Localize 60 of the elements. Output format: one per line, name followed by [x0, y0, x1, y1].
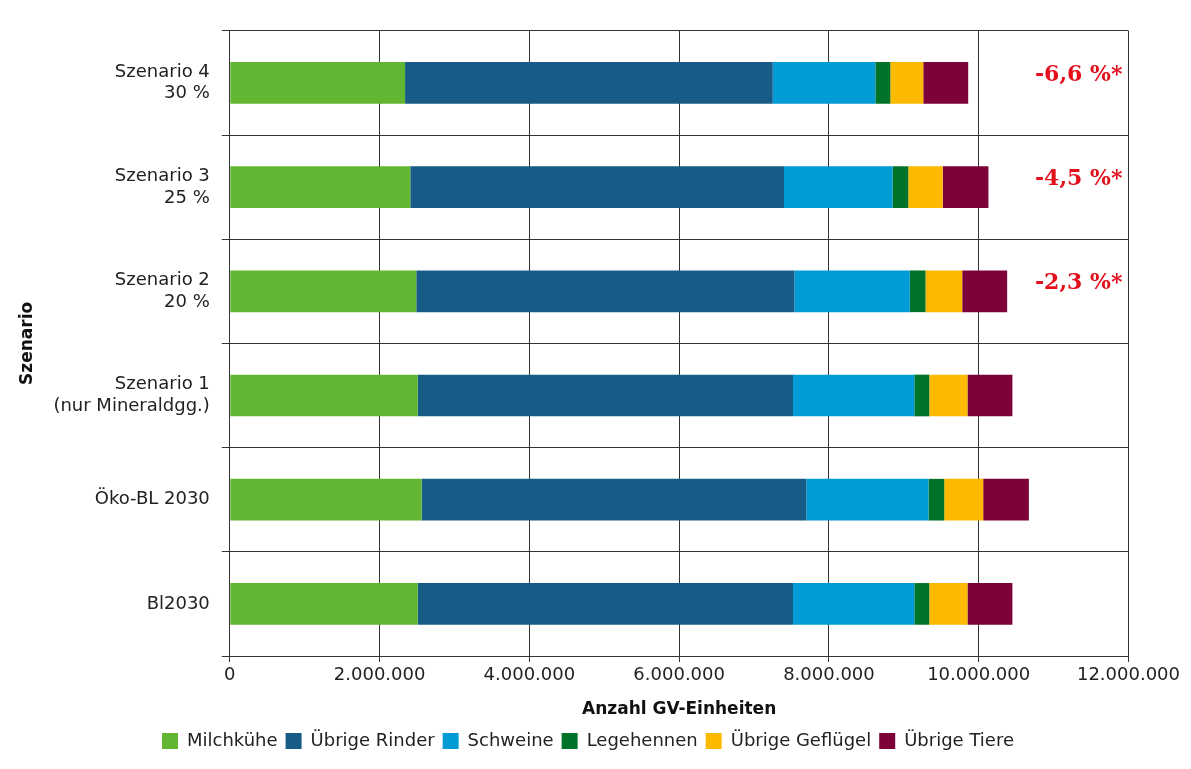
- bar: [783, 166, 893, 208]
- bar: [421, 478, 807, 521]
- bar: [792, 583, 915, 625]
- bar: [914, 374, 930, 417]
- legend-label: Legehennen: [586, 728, 698, 750]
- y-tick-label: Bl2030: [146, 591, 210, 613]
- x-tick-label: 0: [224, 663, 236, 685]
- bar: [967, 583, 1013, 625]
- bar: [928, 478, 945, 521]
- legend-label: Milchkühe: [186, 728, 278, 750]
- bar: [909, 270, 926, 313]
- bar: [925, 270, 963, 313]
- bar: [230, 62, 406, 104]
- x-axis-title: Anzahl GV-Einheiten: [582, 698, 777, 719]
- bar: [417, 374, 793, 417]
- x-tick-label: 10.000.000: [927, 663, 1031, 685]
- bar: [923, 62, 969, 104]
- x-tick-label: 4.000.000: [483, 663, 576, 685]
- y-tick-label: Szenario 4 30 %: [114, 59, 210, 103]
- y-axis-title: Szenario: [15, 301, 36, 385]
- bar: [962, 270, 1008, 313]
- bar: [794, 270, 910, 313]
- bar: [230, 478, 422, 521]
- y-tick-label: Szenario 1 (nur Mineraldgg.): [53, 372, 210, 415]
- x-tick-label: 2.000.000: [333, 663, 426, 685]
- legend-label: Schweine: [467, 728, 554, 750]
- bar: [792, 374, 915, 417]
- y-tick-label: Öko-BL 2030: [94, 487, 210, 509]
- bar: [806, 478, 929, 521]
- bar: [942, 166, 989, 208]
- bar: [967, 374, 1013, 417]
- bar: [892, 166, 909, 208]
- legend-label: Übrige Rinder: [310, 728, 436, 750]
- annotation: -2,3 %*: [1034, 268, 1123, 295]
- bar: [410, 166, 784, 208]
- bar: [929, 374, 968, 417]
- bar: [416, 270, 795, 313]
- bar: [230, 583, 418, 625]
- x-tick-label: 12.000.000: [1076, 663, 1180, 685]
- bar: [944, 478, 984, 521]
- x-tick-label: 6.000.000: [633, 663, 725, 685]
- bar: [417, 583, 793, 625]
- y-tick-label: Szenario 2 20 %: [114, 268, 210, 311]
- y-tick-label: Szenario 3 25 %: [114, 163, 210, 207]
- annotation: -6,6 %*: [1034, 59, 1123, 86]
- bar: [929, 583, 968, 625]
- bar: [230, 270, 417, 313]
- bar: [908, 166, 943, 208]
- bar: [890, 62, 924, 104]
- annotation: -4,5 %*: [1034, 163, 1123, 190]
- bar: [772, 62, 876, 104]
- bar: [875, 62, 891, 104]
- bar: [230, 166, 411, 208]
- bar: [914, 583, 930, 625]
- x-tick-label: 8.000.000: [783, 663, 875, 685]
- bar: [405, 62, 773, 104]
- bar: [230, 374, 418, 417]
- legend-label: Übrige Tiere: [904, 728, 1015, 750]
- legend-label: Übrige Geflügel: [730, 728, 872, 750]
- bar: [983, 478, 1029, 521]
